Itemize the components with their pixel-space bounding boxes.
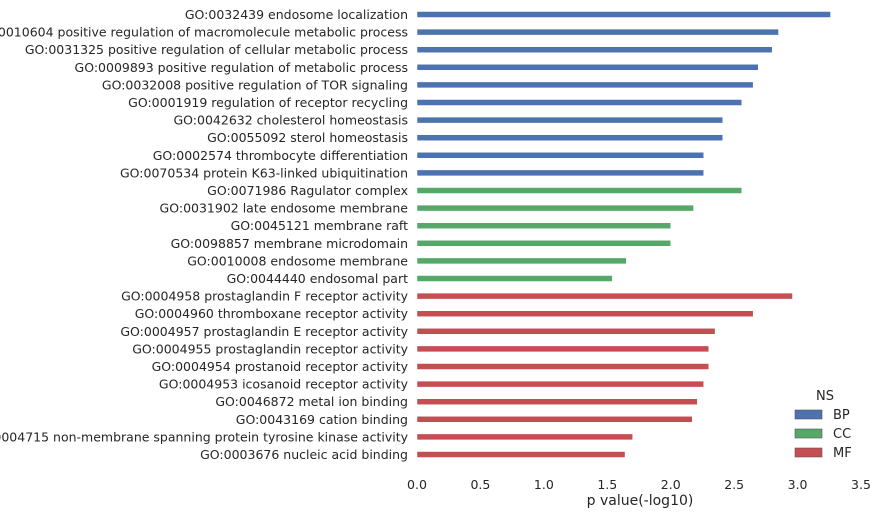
bar-go-0032008 — [416, 81, 754, 89]
y-tick-label: GO:0055092 sterol homeostasis — [207, 130, 408, 145]
y-tick-label: GO:0004953 icosanoid receptor activity — [159, 377, 409, 392]
legend-label-bp: BP — [833, 408, 850, 423]
y-tick-labels: GO:0032439 endosome localization GO:00106… — [0, 7, 409, 462]
y-tick-label: GO:0001919 regulation of receptor recycl… — [128, 95, 408, 110]
legend-label-mf: MF — [833, 446, 852, 461]
bar-go-0032439 — [416, 11, 831, 18]
y-tick-label: GO:0031325 positive regulation of cellul… — [25, 42, 408, 57]
bar-go-0004953 — [416, 380, 704, 388]
bar-go-0055092 — [416, 134, 723, 141]
y-tick-label: GO:0004954 prostanoid receptor activity — [152, 359, 409, 374]
bar-go-0001919 — [416, 99, 743, 106]
legend-title: NS — [816, 389, 834, 404]
x-tick-label: 3.0 — [788, 477, 808, 492]
x-tick-label: 3.5 — [851, 477, 871, 492]
x-axis-label: p value(-log10) — [587, 493, 694, 509]
y-tick-label: GO:0004960 thromboxane receptor activity — [135, 306, 409, 321]
bar-go-0010604 — [416, 28, 779, 36]
bar-go-0003676 — [416, 451, 626, 458]
legend-swatch-cc — [794, 428, 823, 439]
legend-swatch-mf — [794, 447, 823, 458]
bar-go-0031902 — [416, 204, 694, 212]
bar-go-0043169 — [416, 416, 693, 423]
y-tick-label: GO:0003676 nucleic acid binding — [200, 447, 408, 462]
bar-go-0004960 — [416, 310, 754, 317]
y-tick-label: GO:0010008 endosome membrane — [187, 253, 408, 268]
x-tick-label: 2.5 — [724, 477, 744, 492]
bar-go-0031325 — [416, 46, 773, 53]
bars-group — [416, 11, 831, 458]
y-tick-label: GO:0070534 protein K63-linked ubiquitina… — [120, 165, 408, 180]
y-tick-label: GO:0004958 prostaglandin F receptor acti… — [121, 289, 409, 304]
y-tick-label: GO:0098857 membrane microdomain — [171, 236, 408, 251]
bar-go-0071986 — [416, 187, 743, 194]
y-tick-label: GO:0004957 prostaglandin E receptor acti… — [120, 324, 408, 339]
bar-go-0070534 — [416, 169, 704, 177]
y-tick-label: GO:0045121 membrane raft — [231, 218, 409, 233]
legend: NS BP CC MF — [794, 389, 852, 461]
y-tick-label: GO:0043169 cation binding — [236, 412, 408, 427]
y-tick-label: GO:0042632 cholesterol homeostasis — [174, 113, 409, 128]
x-tick-labels: 0.0 0.5 1.0 1.5 2.0 2.5 3.0 3.5 — [407, 477, 871, 492]
legend-swatch-bp — [794, 409, 823, 420]
y-tick-label: GO:0002574 thrombocyte differentiation — [153, 148, 408, 163]
y-tick-label: GO:0046872 metal ion binding — [215, 394, 408, 409]
bar-go-0004954 — [416, 363, 710, 370]
y-tick-label: GO:0004715 non-membrane spanning protein… — [0, 429, 409, 444]
bar-go-0045121 — [416, 222, 671, 229]
bar-go-0046872 — [416, 398, 698, 405]
bar-go-0042632 — [416, 116, 723, 124]
x-tick-label: 0.5 — [470, 477, 490, 492]
x-tick-label: 1.0 — [534, 477, 554, 492]
bar-go-0004715 — [416, 433, 633, 441]
bar-go-0004955 — [416, 345, 710, 353]
y-tick-label: GO:0032008 positive regulation of TOR si… — [102, 77, 408, 92]
y-tick-label: GO:0071986 Ragulator complex — [207, 183, 408, 198]
bar-go-0044440 — [416, 275, 613, 282]
bar-go-0002574 — [416, 152, 704, 159]
x-tick-label: 2.0 — [661, 477, 681, 492]
x-tick-label: 1.5 — [597, 477, 617, 492]
y-tick-label: GO:0010604 positive regulation of macrom… — [0, 25, 408, 40]
y-tick-label: GO:0031902 late endosome membrane — [160, 201, 409, 216]
bar-go-0010008 — [416, 257, 627, 265]
bar-go-0004957 — [416, 328, 716, 335]
y-tick-label: GO:0044440 endosomal part — [227, 271, 409, 286]
legend-label-cc: CC — [833, 427, 851, 442]
bar-go-0004958 — [416, 292, 793, 300]
bar-go-0009893 — [416, 64, 759, 71]
y-tick-label: GO:0032439 endosome localization — [185, 7, 408, 22]
x-tick-label: 0.0 — [407, 477, 427, 492]
y-tick-label: GO:0009893 positive regulation of metabo… — [75, 60, 408, 75]
y-tick-label: GO:0004955 prostaglandin receptor activi… — [132, 341, 408, 356]
bar-go-0098857 — [416, 240, 671, 247]
